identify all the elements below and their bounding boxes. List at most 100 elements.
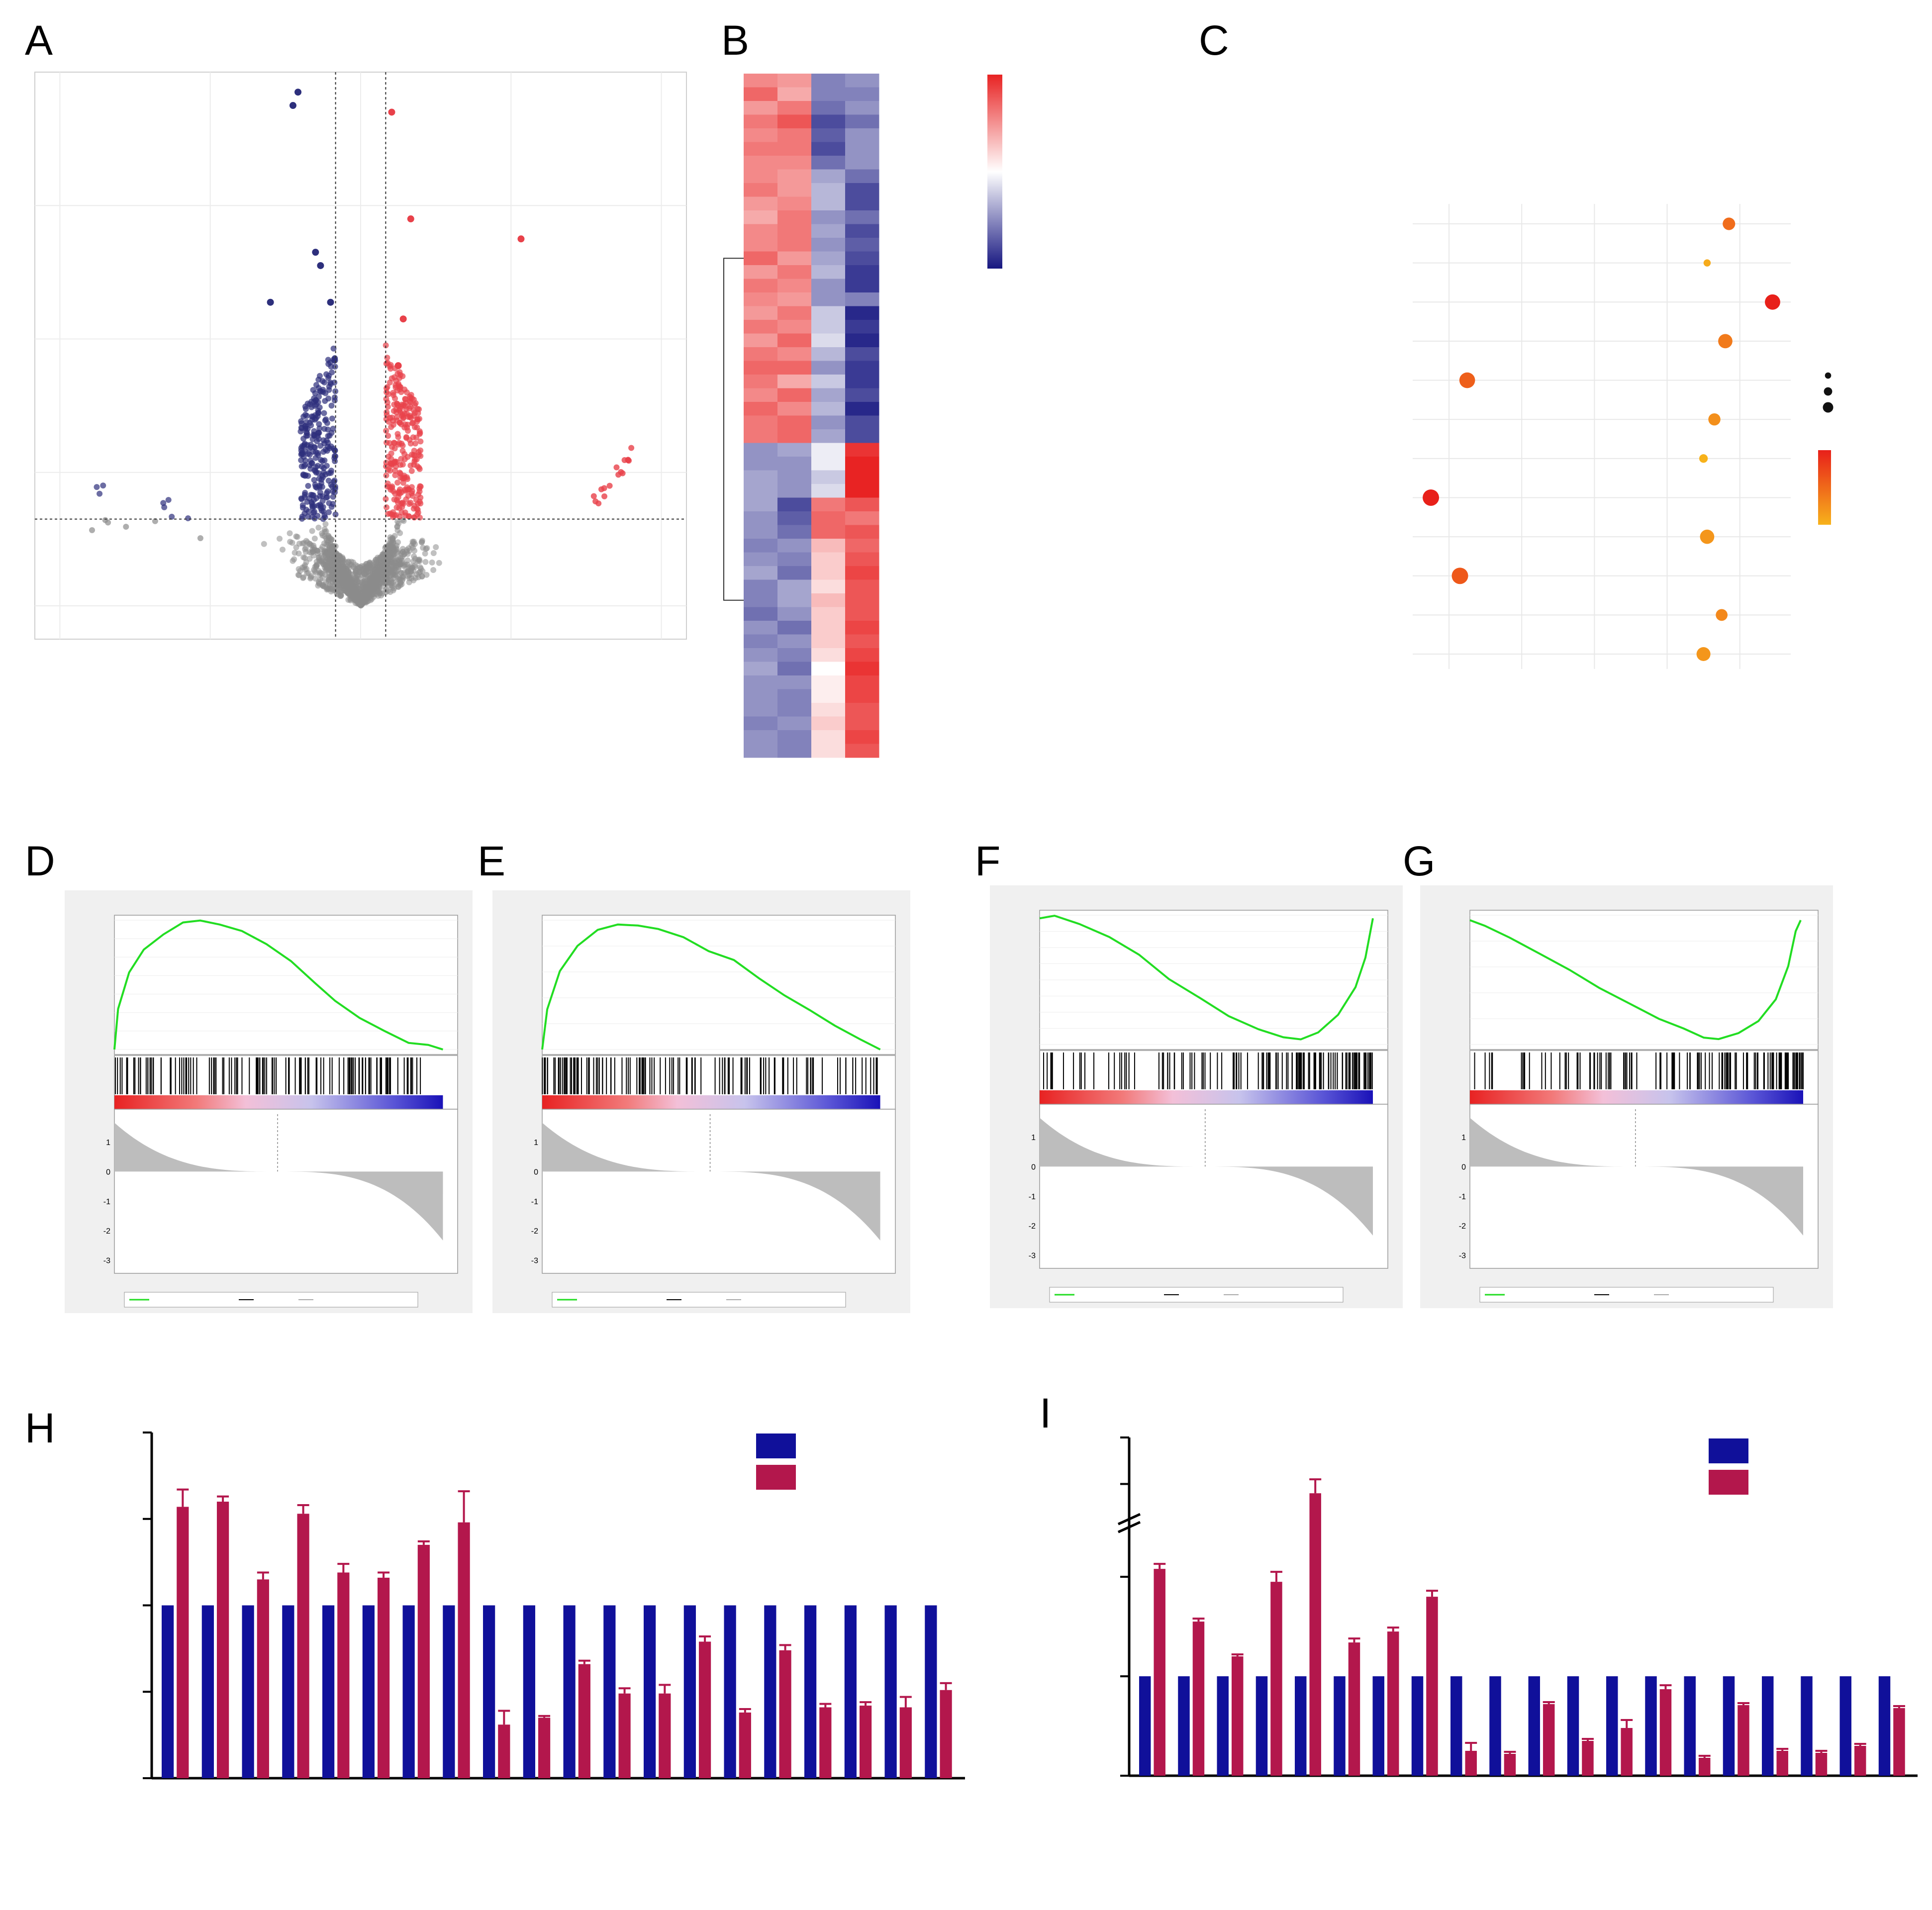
bar-ly500307: [1582, 1741, 1594, 1776]
axis-break: [1117, 1513, 1141, 1526]
volcano-point: [376, 580, 382, 586]
bar-ly500307: [779, 1650, 791, 1778]
volcano-point: [302, 406, 309, 412]
metric-tick: -2: [1029, 1222, 1036, 1231]
heatmap-cell: [777, 457, 812, 471]
volcano-point: [319, 458, 326, 464]
volcano-point: [391, 560, 397, 566]
volcano-point: [412, 440, 418, 447]
color-legend-bar: [1818, 450, 1831, 525]
volcano-point: [405, 492, 411, 499]
heatmap-cell: [811, 497, 846, 512]
es-curve: [1469, 919, 1802, 1041]
es-curve: [541, 923, 881, 1050]
bar-ly500307: [257, 1579, 269, 1778]
heatmap-cell: [845, 114, 879, 129]
bar-ly500307: [1309, 1493, 1321, 1776]
heatmap-cell: [777, 689, 812, 703]
highlight-point: [517, 235, 525, 243]
volcano-point: [324, 420, 330, 426]
volcano-point: [322, 521, 329, 527]
heatmap-cell: [845, 579, 879, 594]
heatmap-cell: [744, 511, 778, 525]
volcano-point: [320, 465, 327, 471]
heatmap-cell: [744, 114, 778, 129]
highlight-point: [394, 362, 402, 370]
volcano-point: [97, 490, 103, 497]
volcano-point: [416, 498, 423, 505]
volcano-point: [300, 574, 307, 580]
volcano-point: [383, 496, 389, 502]
heatmap-cell: [845, 525, 879, 539]
heatmap-cell: [777, 347, 812, 361]
pathway-dot: [1703, 259, 1711, 267]
heatmap-cell: [845, 361, 879, 375]
volcano-point: [401, 451, 408, 457]
es-curve: [113, 919, 444, 1050]
es-frame: [542, 915, 896, 1055]
volcano-point: [396, 505, 402, 511]
heatmap-cell: [777, 744, 812, 758]
heatmap-cell: [744, 730, 778, 744]
bar-vehicle: [201, 1605, 214, 1778]
heatmap-cell: [845, 142, 879, 156]
volcano-point: [393, 406, 399, 412]
heatmap-cell: [845, 593, 879, 607]
bar-vehicle: [1762, 1676, 1774, 1776]
volcano-point: [325, 533, 332, 539]
bar-ly500307: [1815, 1753, 1828, 1776]
hits: [542, 1057, 878, 1094]
bar-ly500307: [297, 1514, 309, 1778]
volcano-point: [389, 414, 395, 421]
heatmap-cell: [744, 675, 778, 689]
volcano-point: [324, 494, 330, 500]
heatmap-cell: [845, 251, 879, 266]
heatmap-cell: [811, 156, 846, 170]
volcano-point: [429, 559, 435, 566]
metric-tick: 0: [1461, 1163, 1466, 1171]
volcano-point: [625, 457, 631, 463]
volcano-point: [384, 504, 390, 511]
rank-color-band: [1470, 1090, 1803, 1104]
volcano-point: [405, 573, 411, 579]
bar-ly500307: [1504, 1754, 1516, 1776]
volcano-point: [395, 520, 402, 527]
heatmap-cell: [777, 224, 812, 238]
volcano-point: [325, 478, 332, 484]
metric-tick: -2: [1459, 1222, 1466, 1231]
volcano-point: [322, 471, 329, 478]
volcano-point: [261, 541, 267, 547]
volcano-point: [410, 452, 417, 458]
volcano-point: [403, 389, 410, 395]
volcano-point: [185, 515, 192, 522]
heatmap-cell: [845, 511, 879, 525]
heatmap-cell: [777, 292, 812, 306]
volcano-point: [358, 567, 364, 573]
heatmap-cell: [811, 621, 846, 635]
volcano-point: [390, 422, 396, 428]
heatmap-cell: [744, 210, 778, 224]
heatmap-cell: [744, 648, 778, 662]
volcano-point: [304, 570, 310, 576]
heatmap-cell: [777, 114, 812, 129]
volcano-point: [348, 559, 355, 565]
volcano-point: [395, 381, 402, 387]
heatmap-cell: [845, 689, 879, 703]
legend-box: [552, 1292, 846, 1308]
volcano-point: [414, 463, 420, 470]
heatmap-cell: [845, 484, 879, 498]
heatmap-cell: [811, 224, 846, 238]
bar-vehicle: [322, 1605, 335, 1778]
bar-ly500307: [739, 1712, 751, 1778]
volcano-point: [411, 402, 418, 408]
volcano-point: [105, 519, 111, 526]
volcano-point: [319, 571, 325, 577]
legend-swatch-vehicle: [756, 1433, 796, 1458]
volcano-point: [388, 375, 395, 382]
heatmap-cell: [811, 607, 846, 621]
bar-ly500307: [1543, 1704, 1555, 1776]
bar-vehicle: [683, 1605, 696, 1778]
volcano-point: [302, 473, 308, 479]
volcano-point: [346, 587, 352, 594]
volcano-point: [389, 571, 395, 577]
